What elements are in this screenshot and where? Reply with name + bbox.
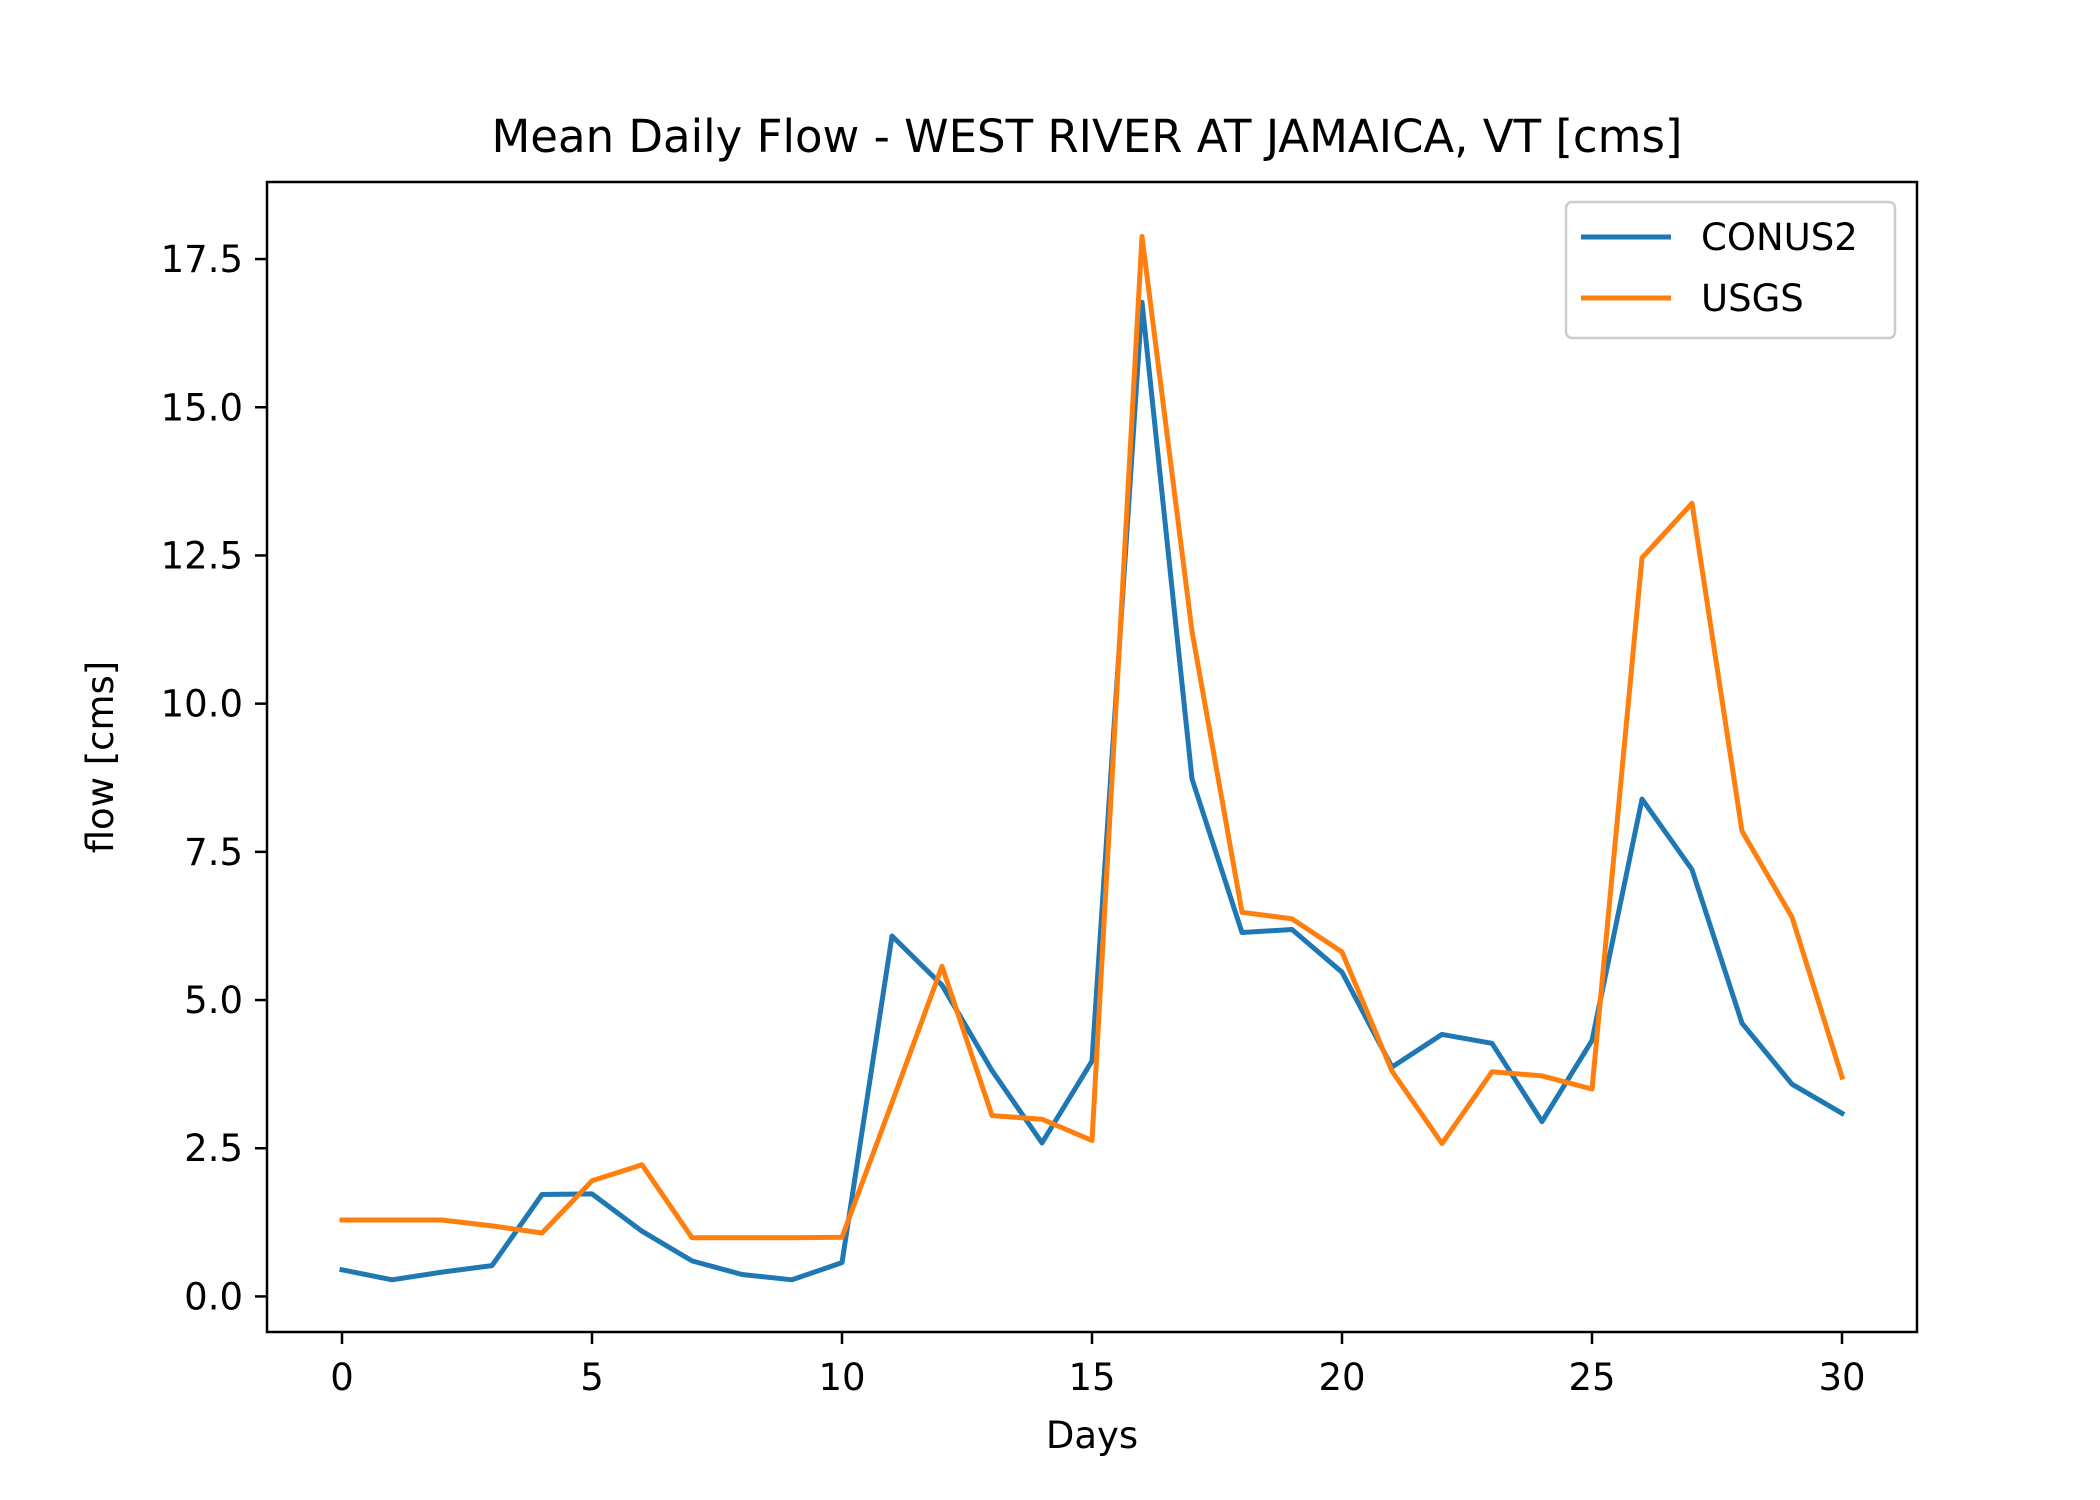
legend-label-conus2: CONUS2	[1701, 216, 1858, 259]
y-tick-label: 17.5	[161, 238, 243, 281]
x-tick-label: 15	[1068, 1356, 1115, 1399]
y-tick-label: 2.5	[184, 1127, 243, 1170]
x-tick-label: 0	[330, 1356, 354, 1399]
y-tick-label: 12.5	[161, 534, 243, 577]
x-tick-label: 30	[1818, 1356, 1865, 1399]
x-tick-label: 20	[1318, 1356, 1365, 1399]
y-tick-label: 15.0	[161, 386, 243, 429]
x-tick-label: 5	[580, 1356, 604, 1399]
x-axis-label: Days	[1046, 1414, 1138, 1457]
legend: CONUS2 USGS	[1566, 202, 1895, 338]
y-tick-label: 0.0	[184, 1275, 243, 1318]
y-tick-label: 5.0	[184, 979, 243, 1022]
y-tick-label: 10.0	[161, 683, 243, 726]
x-tick-label: 10	[818, 1356, 865, 1399]
chart-title: Mean Daily Flow - WEST RIVER AT JAMAICA,…	[491, 110, 1682, 163]
legend-label-usgs: USGS	[1701, 277, 1804, 320]
x-tick-label: 25	[1568, 1356, 1615, 1399]
y-axis-label: flow [cms]	[79, 661, 122, 854]
y-tick-label: 7.5	[184, 831, 243, 874]
